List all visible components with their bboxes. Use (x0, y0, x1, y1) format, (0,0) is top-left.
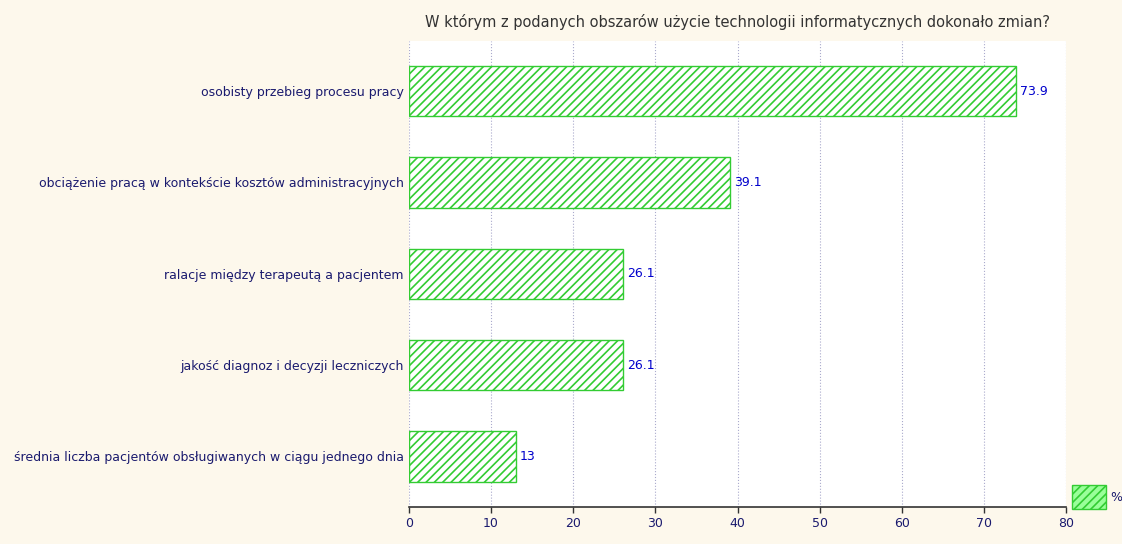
Bar (408, 249, 624, 299)
Bar (408, 66, 1017, 116)
Bar (408, 157, 730, 207)
Bar (408, 340, 624, 390)
Text: %: % (1110, 491, 1122, 504)
Text: 26.1: 26.1 (627, 358, 655, 372)
Text: 26.1: 26.1 (627, 267, 655, 280)
Text: 73.9: 73.9 (1020, 84, 1048, 97)
Title: W którym z podanych obszarów użycie technologii informatycznych dokonało zmian?: W którym z podanych obszarów użycie tech… (425, 14, 1050, 30)
Text: 13: 13 (519, 450, 535, 463)
Bar (408, 431, 516, 481)
Bar (1072, 485, 1105, 509)
Text: 39.1: 39.1 (734, 176, 762, 189)
